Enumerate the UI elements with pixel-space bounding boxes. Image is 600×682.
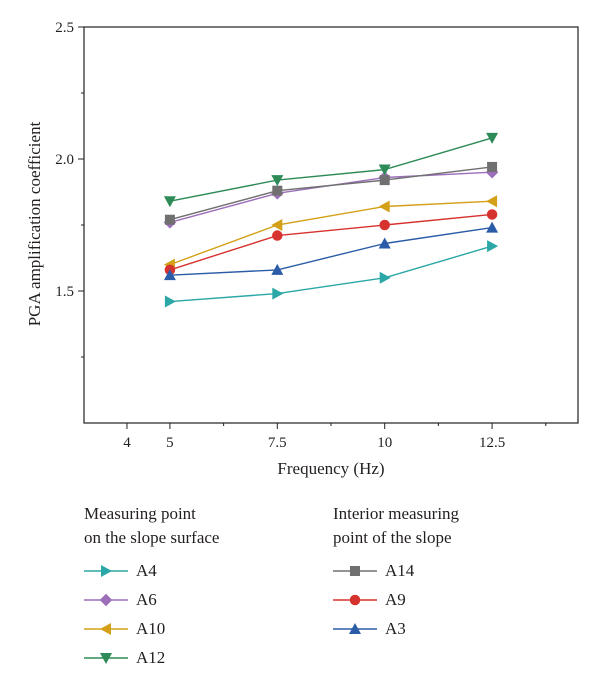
legend-swatch — [84, 622, 128, 635]
legend-swatch-marker — [99, 593, 113, 606]
data-point-a14 — [164, 214, 175, 225]
data-point-a9 — [379, 219, 390, 231]
y-tick-label: 2.0 — [55, 152, 74, 168]
series-line-a10 — [169, 200, 493, 266]
legend-interior: Interior measuring point of the slope A1… — [333, 502, 459, 643]
data-point-a12 — [378, 164, 391, 176]
data-point-a4 — [487, 240, 499, 253]
legend-label: A3 — [385, 618, 406, 638]
legend-heading-line: Interior measuring — [333, 504, 460, 523]
legend-label: A4 — [136, 560, 157, 580]
data-point-a3 — [271, 263, 284, 275]
legend-swatch — [333, 622, 377, 634]
legend-swatch — [84, 652, 128, 664]
y-tick-label: 2.5 — [55, 20, 74, 36]
legend-surface: Measuring point on the slope surface A4 A… — [84, 502, 219, 672]
series-line-a3 — [169, 226, 493, 276]
data-point-a12 — [271, 175, 284, 187]
legend-swatch-marker — [350, 565, 360, 576]
y-axis-title: PGA amplification coefficient — [25, 121, 44, 326]
legend-label: A12 — [136, 647, 166, 667]
data-point-a10 — [486, 195, 498, 208]
legend-swatch — [84, 593, 128, 606]
x-tick-label: 10 — [377, 435, 392, 451]
legend-swatch — [333, 565, 377, 576]
y-tick-label: 1.5 — [55, 284, 74, 300]
data-point-a3 — [486, 221, 499, 233]
data-point-a9 — [486, 209, 498, 220]
legend-swatch — [84, 564, 128, 577]
series-line-a4 — [169, 245, 493, 303]
legend-heading-line: Measuring point — [84, 504, 196, 523]
legend-heading-surface: Measuring point on the slope surface — [84, 502, 219, 550]
legend-heading-interior: Interior measuring point of the slope — [333, 502, 459, 550]
legend-entry-a6: A6 — [84, 585, 219, 614]
data-point-a14 — [272, 185, 283, 196]
data-point-a3 — [163, 269, 176, 281]
legend-heading-line: point of the slope — [333, 528, 452, 547]
legend-swatch-marker — [100, 622, 111, 635]
data-point-a4 — [164, 295, 176, 308]
series-line-a14 — [169, 166, 493, 221]
data-point-a14 — [487, 161, 498, 172]
legend-entry-a3: A3 — [333, 614, 459, 643]
legend-label: A14 — [385, 560, 415, 580]
legend-entry-a14: A14 — [333, 556, 459, 585]
data-point-a4 — [272, 287, 284, 300]
data-point-a10 — [378, 200, 390, 213]
data-point-a4 — [379, 271, 391, 284]
data-point-a14 — [379, 175, 390, 186]
series-line-a12 — [169, 137, 493, 202]
legend-label: A10 — [136, 618, 166, 638]
legend-heading-line: on the slope surface — [84, 528, 220, 547]
line-chart: 4 5 7.5 10 12.5 1.5 2.0 2.5 Frequency (Hz) PGA … — [25, 20, 579, 478]
legend-label: A6 — [136, 589, 157, 609]
legend-swatch-marker — [100, 652, 112, 664]
legend-swatch-marker — [101, 564, 112, 577]
x-tick-label: 4 — [123, 435, 131, 451]
legend-label: A9 — [385, 589, 406, 609]
legend-swatch-marker — [349, 594, 361, 605]
data-point-a10 — [271, 219, 283, 231]
data-point-a3 — [378, 237, 391, 249]
legend-entry-a10: A10 — [84, 614, 219, 643]
legend-entry-a12: A12 — [84, 643, 219, 672]
data-point-a12 — [486, 132, 499, 144]
x-tick-label: 7.5 — [268, 435, 287, 451]
legend-entry-a4: A4 — [84, 556, 219, 585]
x-axis-title: Frequency (Hz) — [277, 459, 384, 478]
legend-swatch-marker — [349, 622, 361, 634]
data-point-a9 — [272, 230, 283, 241]
plot-area-frame — [83, 26, 579, 424]
x-tick-label: 5 — [166, 435, 174, 451]
legend-swatch — [333, 594, 377, 605]
legend-entry-a9: A9 — [333, 585, 459, 614]
x-tick-label: 12.5 — [479, 435, 505, 451]
series-line-a6 — [169, 171, 493, 224]
data-point-a12 — [163, 196, 176, 208]
series-line-a9 — [169, 213, 493, 271]
